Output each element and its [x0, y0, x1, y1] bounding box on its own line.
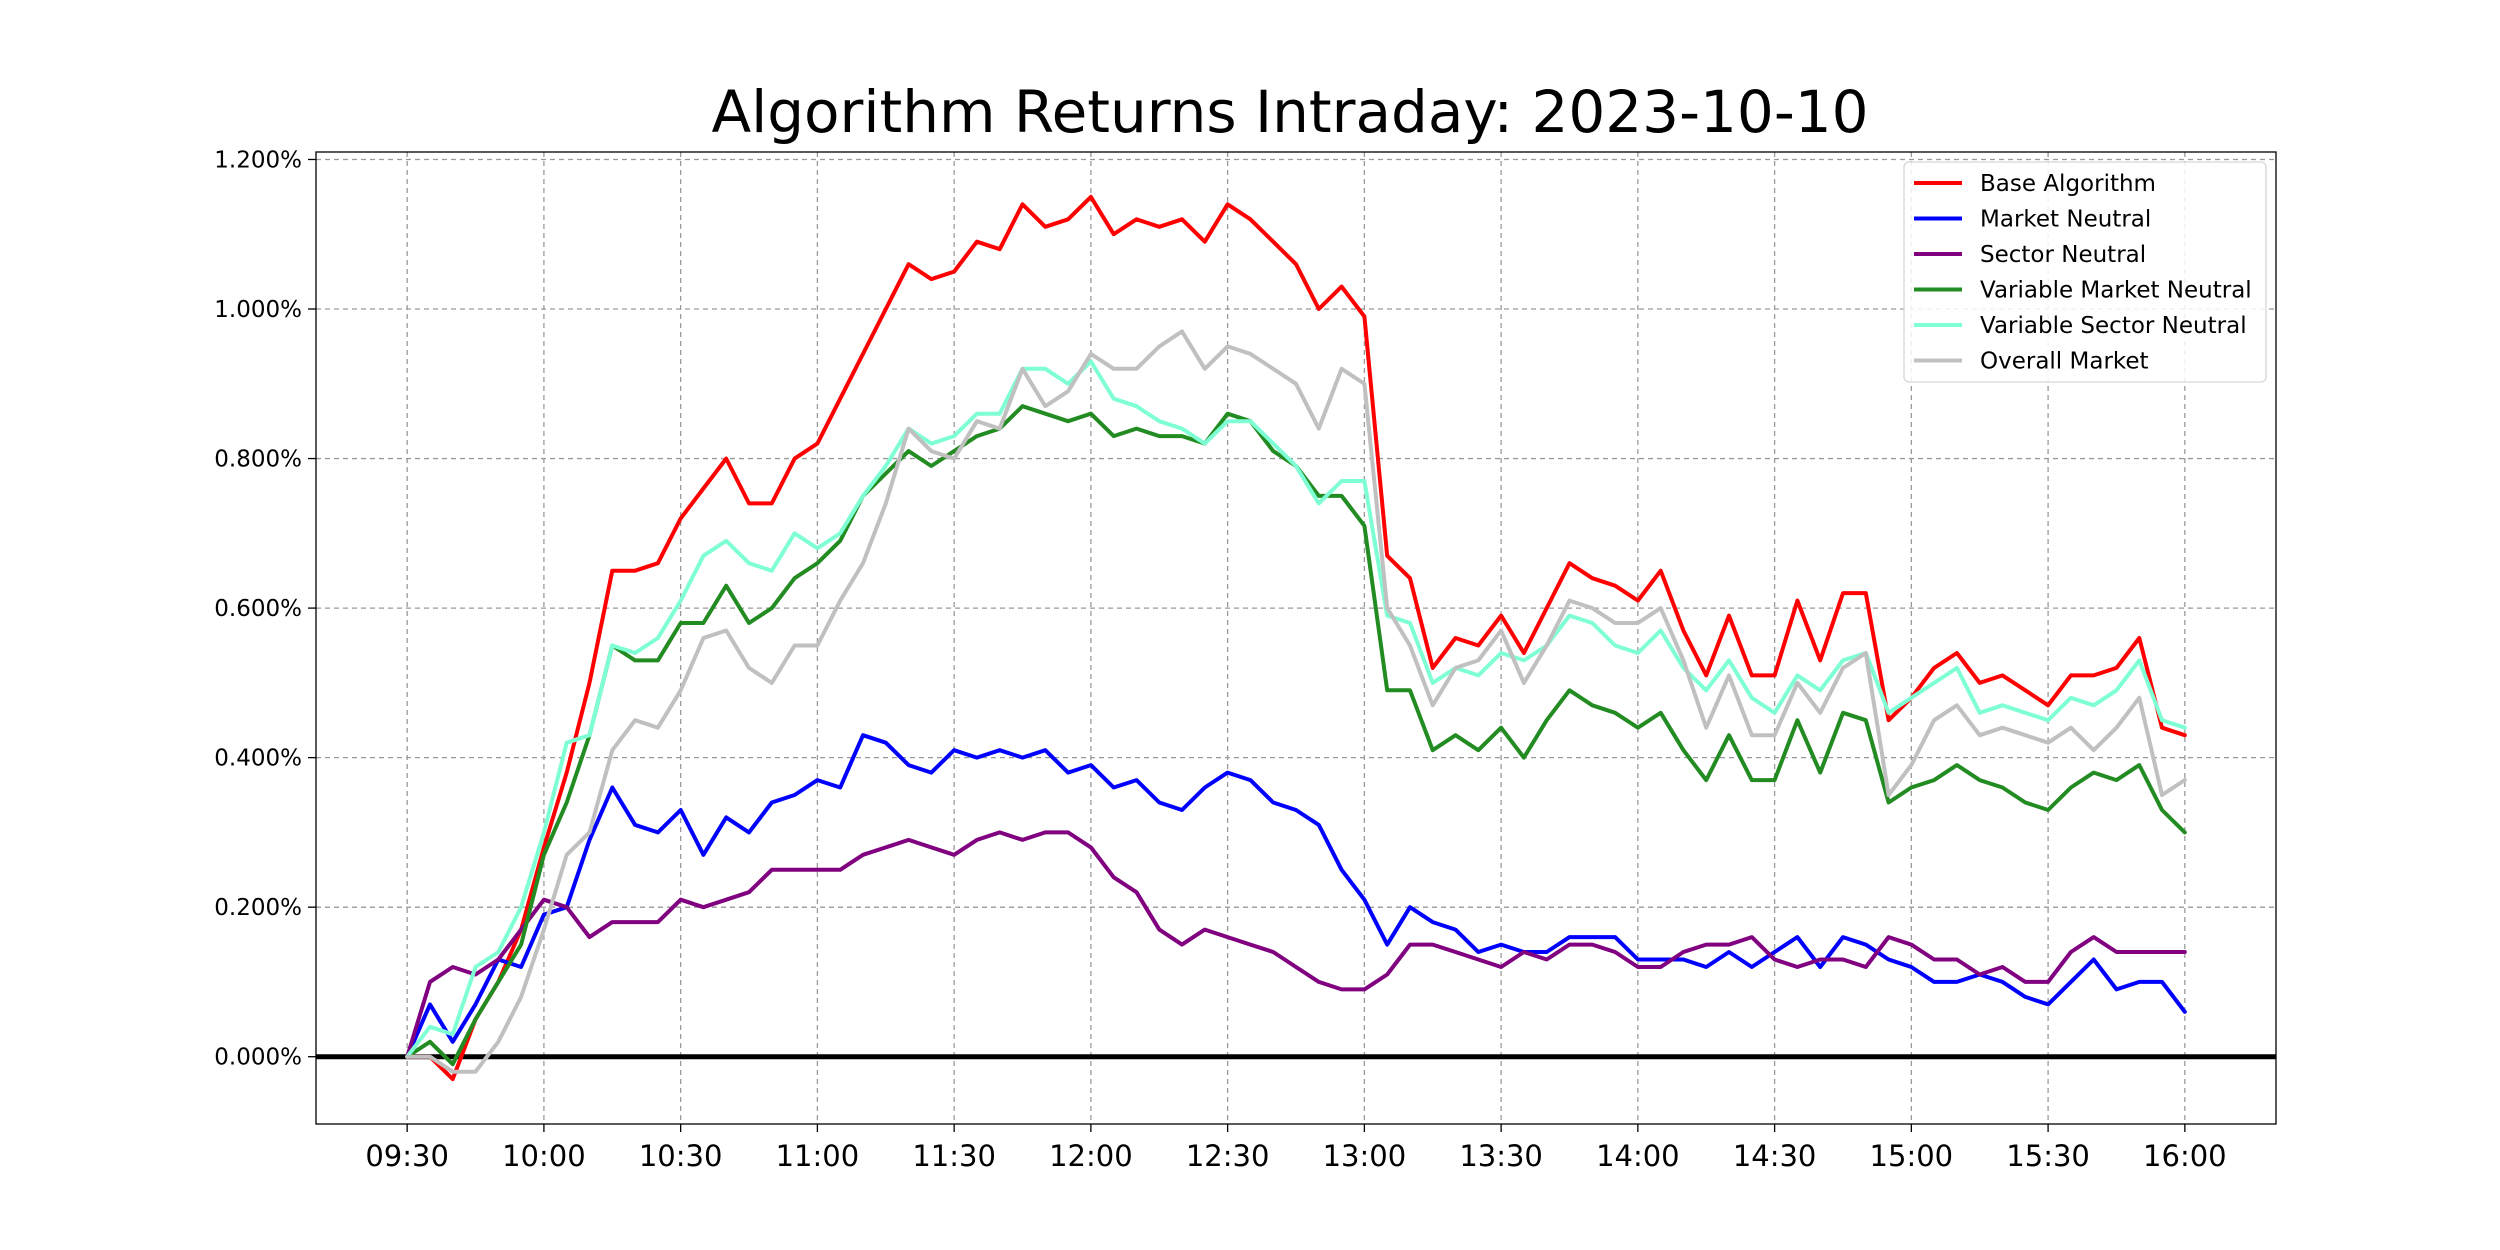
- series-line-overall-market: [405, 329, 2187, 1074]
- y-tick-label: 0.800%: [214, 447, 302, 473]
- plot-frame: [315, 151, 2277, 1125]
- legend-box: [1903, 161, 2267, 383]
- x-tick-label: 14:30: [1733, 1139, 1817, 1173]
- x-tick-label: 15:00: [1870, 1139, 1954, 1173]
- series-lines: [405, 194, 2187, 1082]
- x-tick-label: 12:00: [1049, 1139, 1133, 1173]
- y-tick-label: 0.400%: [214, 746, 302, 772]
- x-tick-label: 11:00: [776, 1139, 860, 1173]
- x-axis-ticks: 09:30 10:00 10:30 11:00 11:30 12:00 12:30 13:00…: [365, 1124, 2227, 1173]
- legend-label: Overall Market: [1980, 349, 2149, 375]
- legend-label: Base Algorithm: [1980, 171, 2156, 197]
- x-tick-label: 13:00: [1323, 1139, 1407, 1173]
- x-tick-label: 15:30: [2006, 1139, 2090, 1173]
- series-line-base-algorithm: [405, 194, 2187, 1082]
- series-line-sector-neutral: [405, 830, 2187, 1059]
- y-tick-label: 1.200%: [214, 147, 302, 173]
- y-axis-ticks: 0.000% 0.200% 0.400% 0.600% 0.800% 1.000% 1.20…: [214, 147, 316, 1071]
- y-tick-label: 0.200%: [214, 895, 302, 921]
- legend-label: Sector Neutral: [1980, 242, 2146, 268]
- legend-label: Market Neutral: [1980, 207, 2151, 233]
- x-tick-label: 12:30: [1186, 1139, 1270, 1173]
- x-tick-label: 09:30: [365, 1139, 449, 1173]
- x-tick-label: 11:30: [912, 1139, 996, 1173]
- legend-label: Variable Sector Neutral: [1980, 313, 2247, 339]
- y-tick-label: 0.600%: [214, 596, 302, 622]
- series-line-market-neutral: [405, 733, 2187, 1059]
- x-tick-label: 16:00: [2143, 1139, 2227, 1173]
- x-tick-label: 10:30: [639, 1139, 723, 1173]
- chart-title: Algorithm Returns Intraday: 2023-10-10: [711, 78, 1868, 146]
- series-line-variable-sector-neutral: [405, 359, 2187, 1059]
- y-tick-label: 0.000%: [214, 1045, 302, 1071]
- legend: Base Algorithm Market Neutral Sector Neutr…: [1903, 161, 2267, 383]
- y-tick-label: 1.000%: [214, 297, 302, 323]
- legend-label: Variable Market Neutral: [1980, 278, 2252, 304]
- x-tick-label: 10:00: [502, 1139, 586, 1173]
- x-tick-label: 14:00: [1596, 1139, 1680, 1173]
- x-tick-label: 13:30: [1459, 1139, 1543, 1173]
